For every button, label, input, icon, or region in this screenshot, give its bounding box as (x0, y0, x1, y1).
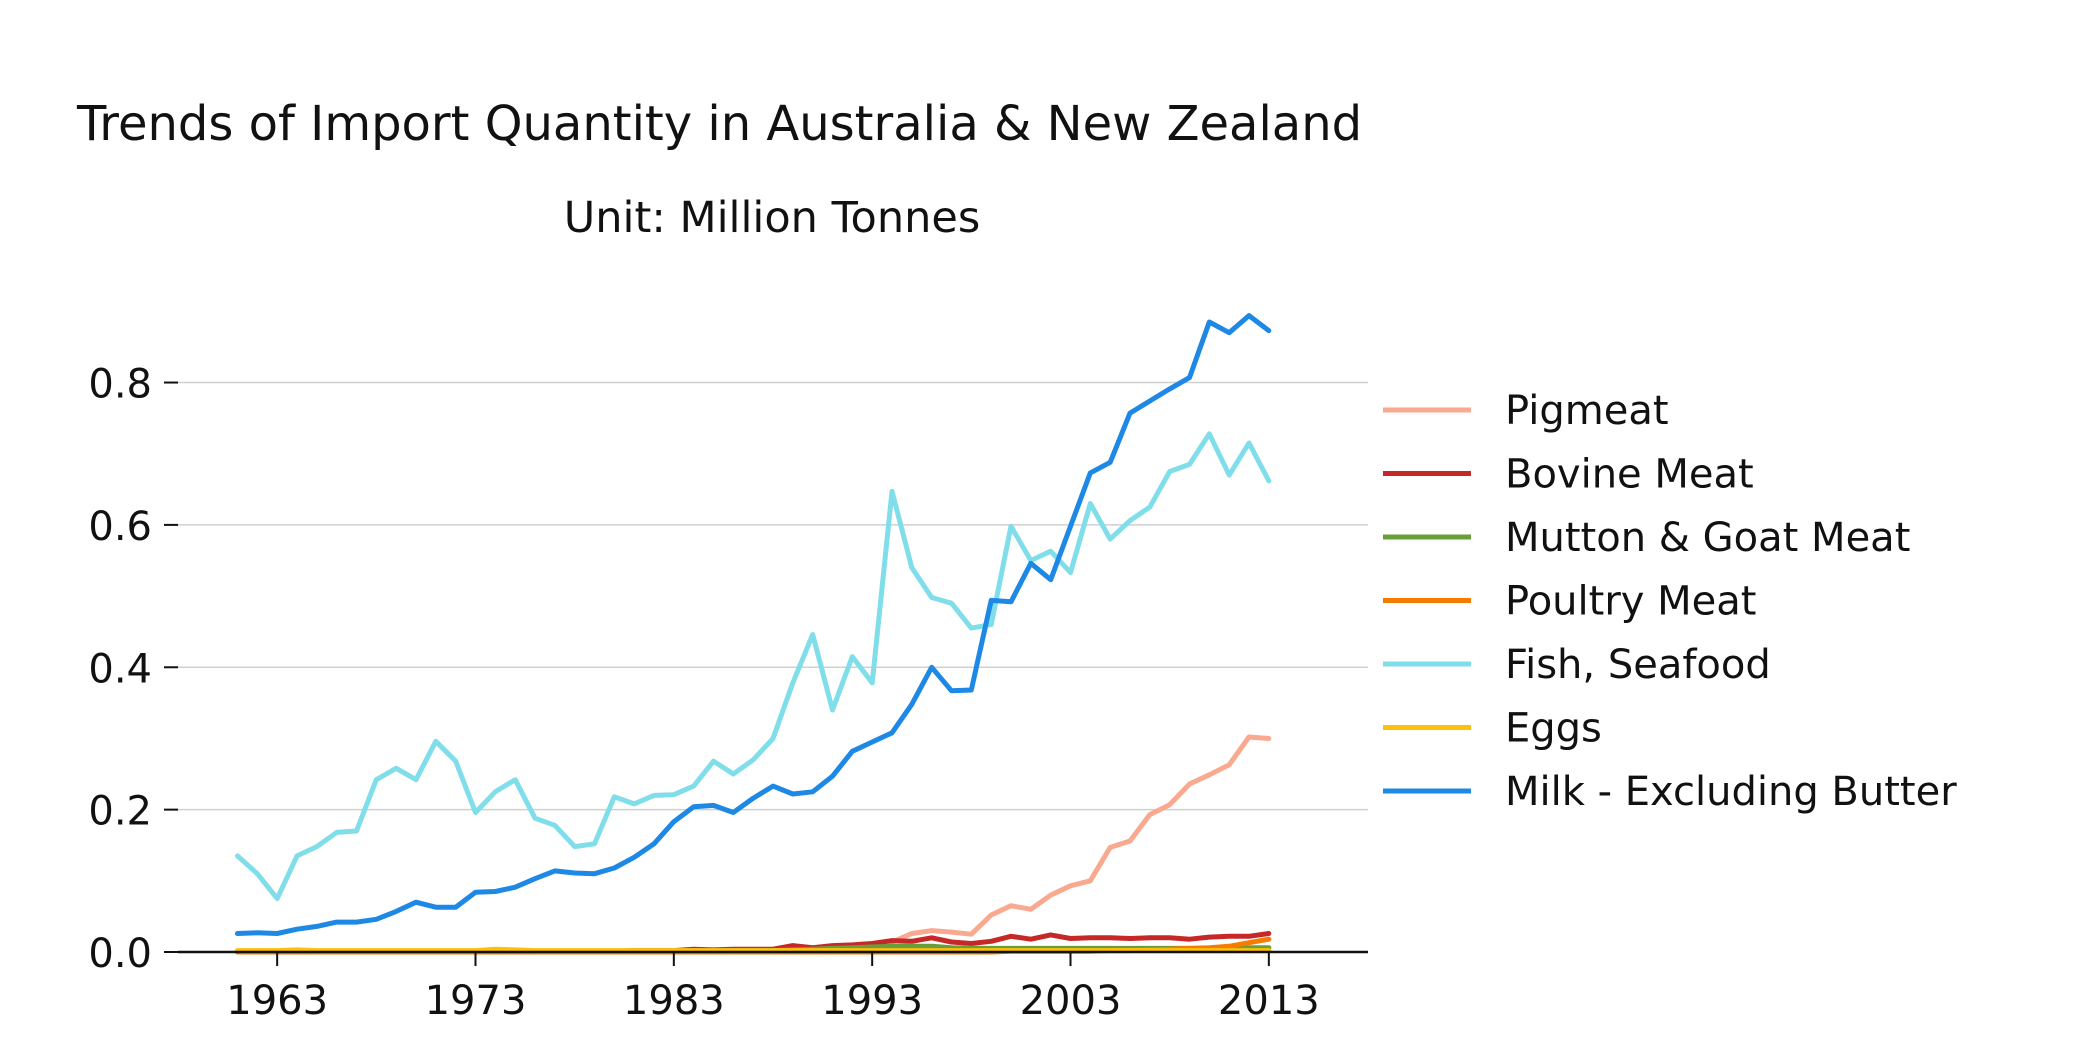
series-line-6 (235, 946, 1272, 954)
chart-subtitle: Unit: Million Tonnes (564, 193, 980, 243)
x-tick-label: 1983 (623, 978, 725, 1024)
y-tick-label: 0.2 (88, 789, 152, 835)
x-tick-label: 1963 (226, 978, 328, 1024)
x-tick-label: 2013 (1218, 978, 1320, 1024)
legend-label-3: Mutton & Goat Meat (1505, 515, 1910, 561)
x-tick-label: 1973 (425, 978, 527, 1024)
series-layer (235, 313, 1272, 955)
legend-label-5: Fish, Seafood (1505, 642, 1771, 688)
axes: 0.0 0.2 0.4 0.6 0.8 1963 1973 1983 1993 2003 2013 (88, 362, 1368, 1024)
legend-label-7: Milk - Excluding Butter (1505, 769, 1957, 815)
chart-title: Trends of Import Quantity in Australia &… (76, 96, 1362, 152)
series-line-5 (235, 431, 1272, 902)
legend: Pigmeat Bovine Meat Mutton & Goat Meat Poul… (1383, 388, 1957, 815)
y-tick-label: 0.8 (88, 362, 152, 408)
y-tick-label: 0.0 (88, 931, 152, 977)
legend-label-2: Bovine Meat (1505, 452, 1754, 498)
y-tick-label: 0.4 (88, 646, 152, 692)
legend-label-6: Eggs (1505, 706, 1602, 752)
legend-label-1: Pigmeat (1505, 388, 1669, 434)
series-line-7 (235, 313, 1272, 936)
y-tick-label: 0.6 (88, 504, 152, 550)
gridlines (178, 381, 1368, 811)
x-tick-label: 1993 (821, 978, 923, 1024)
x-tick-label: 2003 (1020, 978, 1122, 1024)
legend-label-4: Poultry Meat (1505, 579, 1756, 625)
